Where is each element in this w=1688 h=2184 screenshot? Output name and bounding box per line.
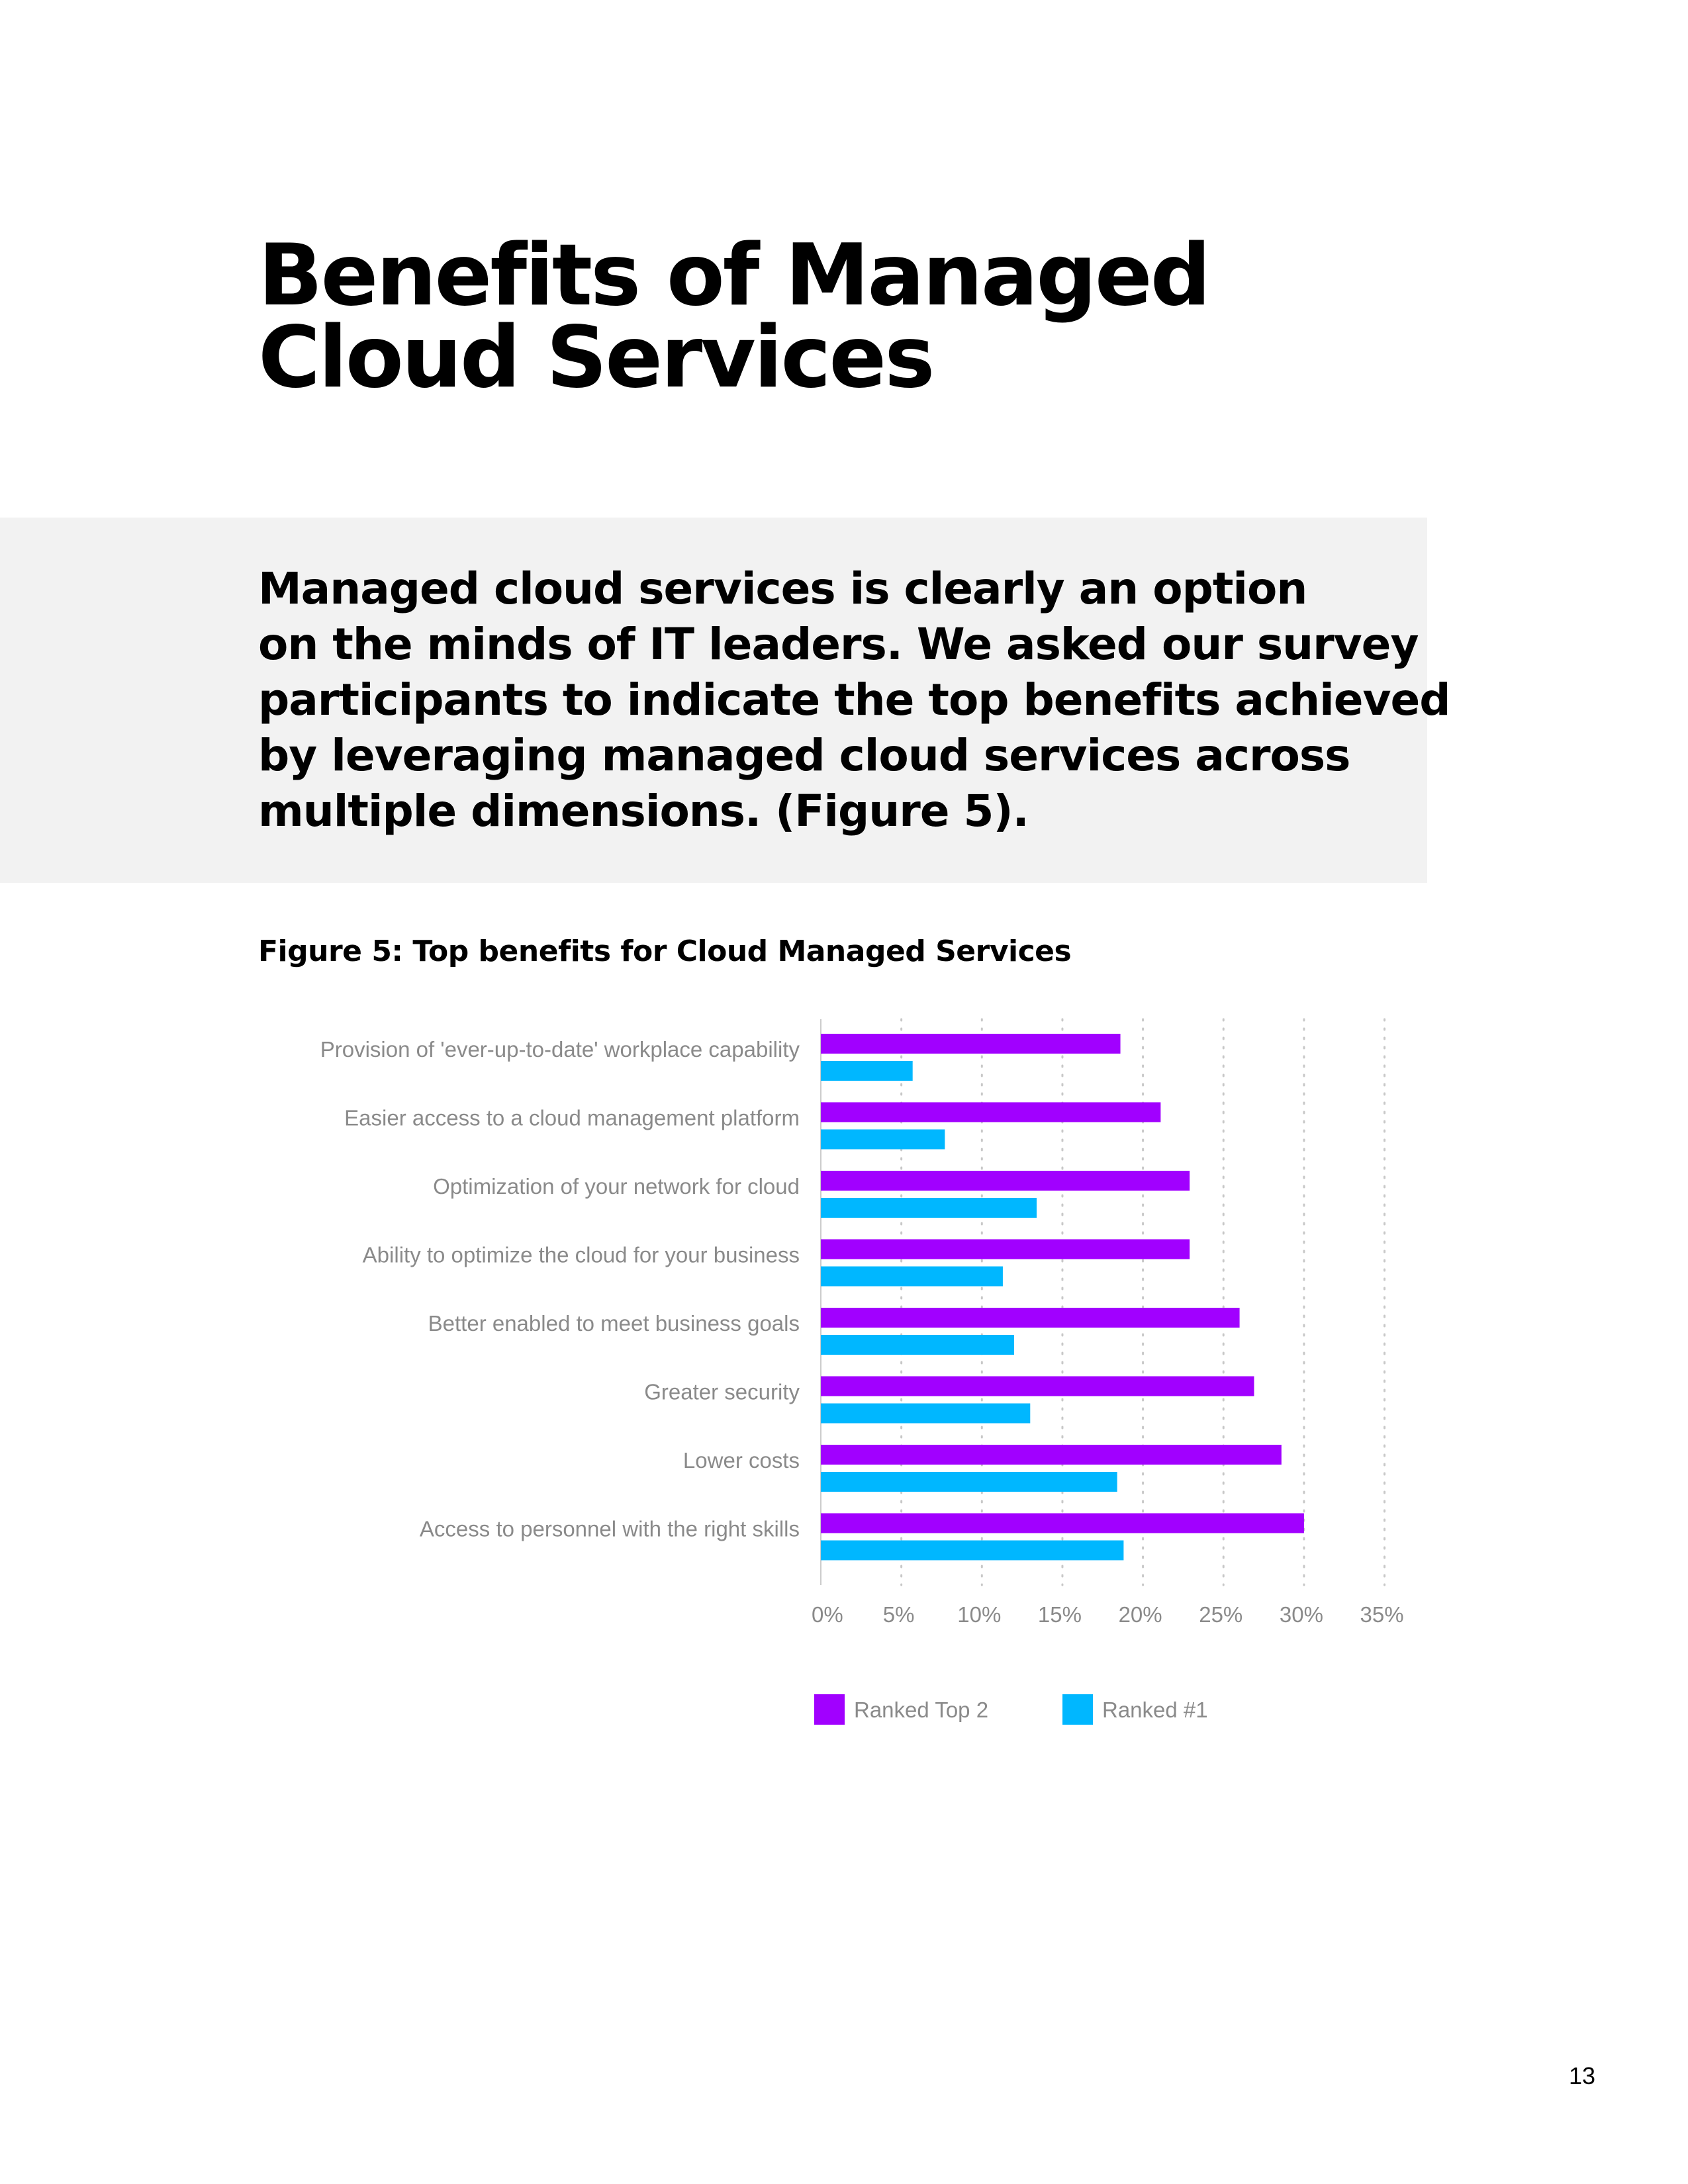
bar-ranked-1-4 xyxy=(821,1266,1003,1287)
bar-ranked-1-1 xyxy=(821,1061,913,1081)
intro-callout-text: Managed cloud services is clearly an opt… xyxy=(258,561,1450,839)
x-tick-label-20: 20% xyxy=(1119,1602,1162,1627)
bar-ranked-top-2-6 xyxy=(821,1376,1254,1396)
x-tick-label-35: 35% xyxy=(1360,1602,1404,1627)
bar-ranked-1-6 xyxy=(821,1403,1031,1424)
bar-ranked-1-5 xyxy=(821,1335,1014,1355)
bar-ranked-1-2 xyxy=(821,1129,945,1150)
category-label-5: Better enabled to meet business goals xyxy=(428,1311,800,1336)
intro-line-3: participants to indicate the top benefit… xyxy=(258,674,1450,725)
x-tick-label-25: 25% xyxy=(1199,1602,1243,1627)
category-label-8: Access to personnel with the right skill… xyxy=(420,1517,800,1541)
bar-ranked-1-7 xyxy=(821,1472,1117,1492)
intro-line-1: Managed cloud services is clearly an opt… xyxy=(258,563,1307,614)
bar-ranked-top-2-5 xyxy=(821,1308,1240,1328)
bar-ranked-top-2-4 xyxy=(821,1239,1190,1259)
figure-caption: Figure 5: Top benefits for Cloud Managed… xyxy=(258,934,1072,968)
benefits-bar-chart: Provision of 'ever-up-to-date' workplace… xyxy=(320,1018,1404,1725)
bar-ranked-top-2-1 xyxy=(821,1034,1121,1054)
x-tick-label-10: 10% xyxy=(957,1602,1001,1627)
legend-label-ranked-1: Ranked #1 xyxy=(1102,1698,1208,1722)
category-label-2: Easier access to a cloud management plat… xyxy=(344,1106,800,1130)
intro-line-2: on the minds of IT leaders. We asked our… xyxy=(258,619,1419,670)
bar-ranked-top-2-8 xyxy=(821,1513,1304,1533)
intro-callout-band xyxy=(0,518,1427,883)
intro-line-5: multiple dimensions. (Figure 5). xyxy=(258,786,1029,837)
page-title: Benefits of Managed Cloud Services xyxy=(258,226,1317,407)
page-title-line-1: Benefits of Managed xyxy=(258,226,1211,325)
x-tick-label-15: 15% xyxy=(1038,1602,1082,1627)
category-label-7: Lower costs xyxy=(683,1448,800,1473)
category-label-3: Optimization of your network for cloud xyxy=(433,1174,800,1199)
page-title-line-2: Cloud Services xyxy=(258,308,935,407)
bar-ranked-1-3 xyxy=(821,1198,1037,1218)
legend-swatch-ranked-1 xyxy=(1062,1694,1093,1725)
legend-swatch-ranked-top-2 xyxy=(814,1694,845,1725)
legend-label-ranked-top-2: Ranked Top 2 xyxy=(854,1698,988,1722)
bar-ranked-top-2-3 xyxy=(821,1171,1190,1191)
page-number: 13 xyxy=(1568,2062,1595,2089)
category-label-1: Provision of 'ever-up-to-date' workplace… xyxy=(320,1037,800,1062)
bar-ranked-1-8 xyxy=(821,1540,1124,1561)
bar-ranked-top-2-2 xyxy=(821,1102,1161,1122)
bar-ranked-top-2-7 xyxy=(821,1445,1282,1465)
category-label-6: Greater security xyxy=(644,1380,800,1404)
category-label-4: Ability to optimize the cloud for your b… xyxy=(363,1243,800,1267)
x-tick-label-30: 30% xyxy=(1280,1602,1323,1627)
x-tick-label-5: 5% xyxy=(883,1602,915,1627)
x-tick-label-0: 0% xyxy=(812,1602,843,1627)
intro-line-4: by leveraging managed cloud services acr… xyxy=(258,730,1350,781)
